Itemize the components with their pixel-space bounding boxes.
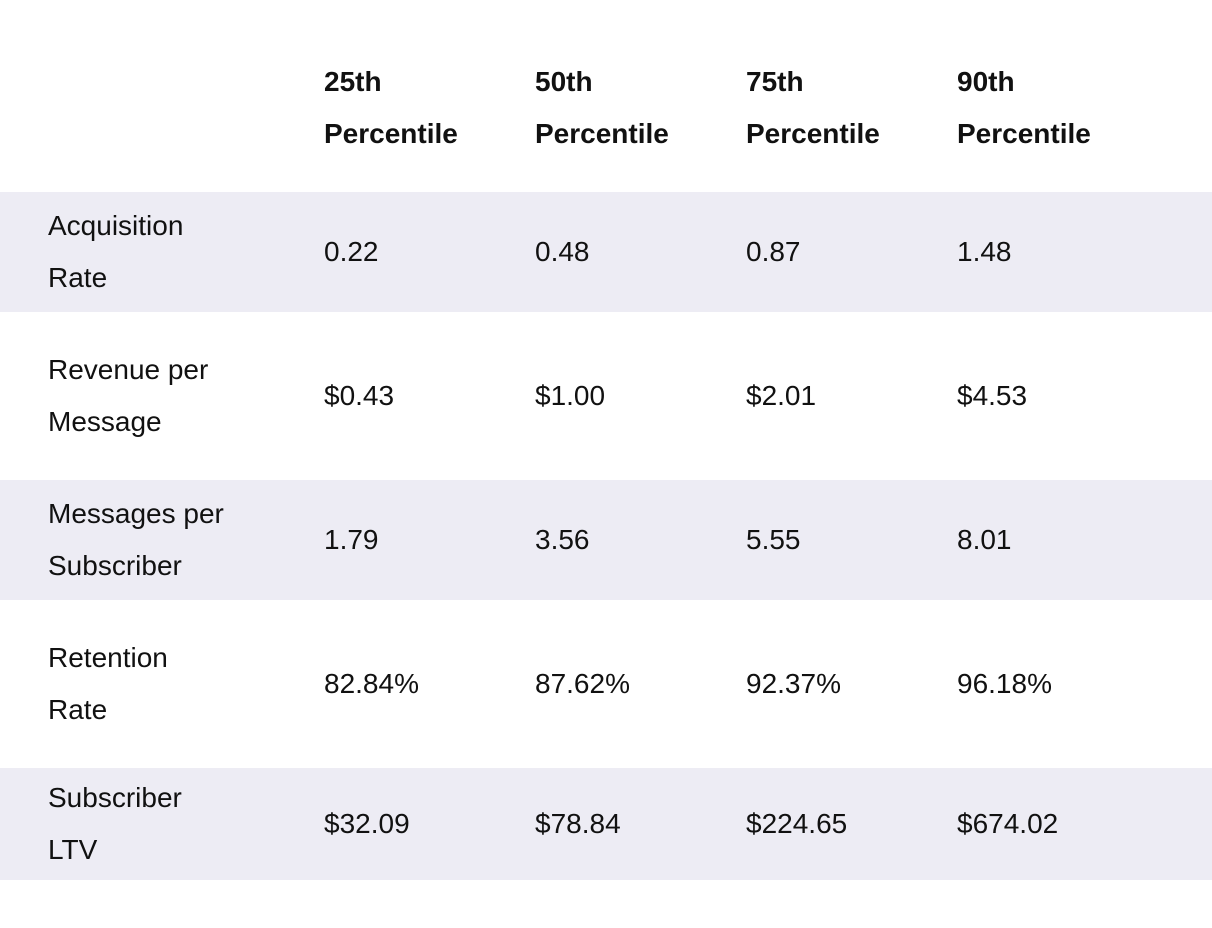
cell-value: 1.79: [324, 524, 379, 555]
column-header: 90th Percentile: [957, 66, 1091, 149]
table-cell: 92.37%: [746, 600, 918, 768]
table-cell: Revenue per Message: [48, 312, 230, 480]
table-cell: 96.18%: [957, 600, 1129, 768]
cell-value: 0.48: [535, 236, 590, 267]
table-cell: 1.79: [324, 480, 496, 600]
table-cell: 90th Percentile: [957, 56, 1129, 160]
cell-value: $224.65: [746, 808, 848, 839]
table-row: Retention Rate 82.84% 87.62% 92.37% 96.18%: [0, 600, 1212, 768]
table-cell: 87.62%: [535, 600, 707, 768]
cell-value: 0.87: [746, 236, 801, 267]
table-cell: Acquisition Rate: [48, 192, 230, 312]
table-cell: Subscriber LTV: [48, 768, 230, 880]
table-cell: 1.48: [957, 192, 1129, 312]
row-label: Revenue per Message: [48, 354, 209, 437]
table-cell: 82.84%: [324, 600, 496, 768]
table-cell: $78.84: [535, 768, 707, 880]
table-cell: Retention Rate: [48, 600, 230, 768]
table-cell: 75th Percentile: [746, 56, 918, 160]
table-cell: 0.87: [746, 192, 918, 312]
table-cell: $32.09: [324, 768, 496, 880]
table-cell: $2.01: [746, 312, 918, 480]
header-row: 25th Percentile 50th Percentile 75th Perce…: [0, 56, 1212, 160]
row-label: Acquisition Rate: [48, 210, 184, 293]
cell-value: $0.43: [324, 380, 395, 411]
cell-value: $4.53: [957, 380, 1028, 411]
cell-value: 1.48: [957, 236, 1012, 267]
table-cell: 0.48: [535, 192, 707, 312]
table-cell: $674.02: [957, 768, 1129, 880]
cell-value: $1.00: [535, 380, 606, 411]
table-cell: 5.55: [746, 480, 918, 600]
cell-value: 87.62%: [535, 668, 630, 699]
table-cell: 8.01: [957, 480, 1129, 600]
cell-value: 96.18%: [957, 668, 1052, 699]
cell-value: 82.84%: [324, 668, 419, 699]
table-row: Acquisition Rate 0.22 0.48 0.87 1.48: [0, 192, 1212, 312]
column-header: 75th Percentile: [746, 66, 880, 149]
table-cell: $4.53: [957, 312, 1129, 480]
cell-value: 8.01: [957, 524, 1012, 555]
table-cell: 50th Percentile: [535, 56, 707, 160]
table-cell: $224.65: [746, 768, 918, 880]
row-label: Messages per Subscriber: [48, 498, 224, 581]
cell-value: $32.09: [324, 808, 410, 839]
cell-value: $674.02: [957, 808, 1059, 839]
cell-value: $78.84: [535, 808, 621, 839]
row-label: Subscriber LTV: [48, 782, 182, 865]
cell-value: 0.22: [324, 236, 379, 267]
table-row: Messages per Subscriber 1.79 3.56 5.55 8.01: [0, 480, 1212, 600]
table-cell: $0.43: [324, 312, 496, 480]
cell-value: 5.55: [746, 524, 801, 555]
table-cell: $1.00: [535, 312, 707, 480]
column-header: 50th Percentile: [535, 66, 669, 149]
cell-value: 3.56: [535, 524, 590, 555]
table-cell: Messages per Subscriber: [48, 480, 230, 600]
row-label: Retention Rate: [48, 642, 168, 725]
table-cell: 0.22: [324, 192, 496, 312]
table-row: Revenue per Message $0.43 $1.00 $2.01 $4.53: [0, 312, 1212, 480]
table-row: Subscriber LTV $32.09 $78.84 $224.65 $674.02: [0, 768, 1212, 880]
cell-value: $2.01: [746, 380, 817, 411]
table-cell: 25th Percentile: [324, 56, 496, 160]
column-header: 25th Percentile: [324, 66, 458, 149]
table-cell: 3.56: [535, 480, 707, 600]
cell-value: 92.37%: [746, 668, 841, 699]
